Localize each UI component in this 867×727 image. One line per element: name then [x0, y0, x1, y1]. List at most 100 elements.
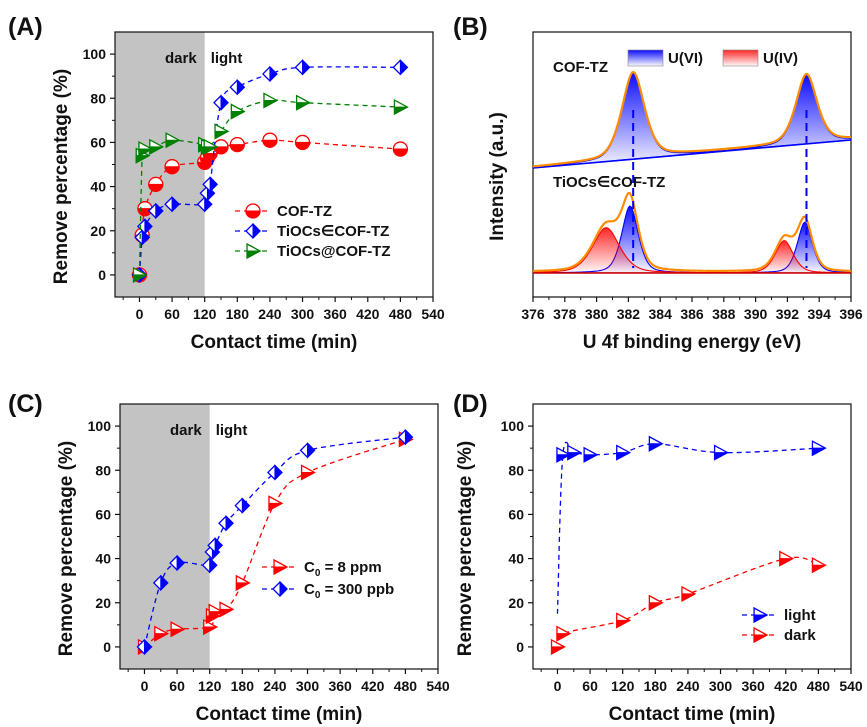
data-point: [294, 134, 311, 151]
data-point-fill: [296, 102, 310, 111]
data-point-fill: [295, 141, 311, 150]
data-point: [397, 428, 414, 446]
x-tick-label: 240: [263, 678, 287, 694]
data-point: [230, 103, 246, 120]
legend-marker: [272, 580, 288, 598]
x-tick-label: 60: [169, 678, 185, 694]
data-point: [164, 159, 180, 175]
x-tick-label: 300: [296, 678, 320, 694]
data-point-fill: [164, 166, 180, 175]
y-axis-title: Remove percentage (%): [51, 69, 72, 284]
data-point: [779, 550, 795, 567]
x-tick-label: 382: [617, 306, 641, 322]
x-tick-label: 240: [258, 306, 282, 322]
data-point-fill: [404, 428, 414, 446]
legend-label: COF-TZ: [277, 203, 332, 220]
panel-label: (C): [8, 390, 43, 418]
data-point: [202, 176, 219, 193]
data-point-fill: [393, 106, 408, 115]
data-point: [392, 141, 409, 157]
x-axis-title: U 4f binding energy (eV): [583, 332, 802, 353]
data-point: [263, 92, 279, 109]
y-tick-label: 0: [98, 267, 106, 283]
legend-marker: [246, 242, 262, 260]
x-tick-label: 120: [611, 678, 635, 694]
x-tick-label: 386: [680, 306, 704, 322]
data-point-fill: [213, 146, 229, 155]
data-point: [148, 176, 164, 193]
data-point-fill: [203, 626, 217, 635]
data-point-fill: [165, 139, 180, 149]
data-point: [152, 574, 169, 592]
data-point: [138, 140, 154, 158]
data-point-fill: [230, 111, 245, 120]
data-point-fill: [235, 582, 250, 591]
data-point-fill: [155, 202, 164, 220]
data-point: [134, 229, 151, 246]
legend-swatch: [627, 49, 664, 67]
data-point-fill: [138, 148, 153, 157]
data-point-fill: [209, 176, 218, 193]
data-point: [214, 123, 230, 140]
y-tick-label: 0: [103, 639, 111, 655]
data-point-fill: [170, 628, 185, 638]
data-point: [149, 138, 165, 155]
data-point: [295, 94, 311, 111]
x-tick-label: 540: [839, 678, 863, 694]
data-point-fill: [208, 611, 223, 620]
panel-b: (B) 376 378 380 382 384 386 388 390 392 394 396 U 4f…: [453, 13, 863, 353]
baseline: [532, 139, 852, 169]
data-point-fill: [135, 155, 150, 164]
data-point: [681, 585, 697, 603]
data-point-fill: [399, 59, 409, 76]
x-tick-label: 360: [328, 678, 352, 694]
sample-label: COF-TZ: [553, 59, 608, 76]
legend-marker-fill: [246, 250, 261, 259]
data-point-fill: [811, 564, 826, 574]
light-label: light: [211, 50, 243, 67]
legend-marker: [245, 203, 261, 219]
data-point-fill: [301, 471, 315, 481]
x-tick-label: 0: [136, 306, 144, 322]
data-point-fill: [209, 557, 218, 574]
dark-region: [115, 32, 205, 297]
data-point: [616, 612, 632, 629]
data-point: [132, 266, 148, 284]
envelope-curve: [532, 70, 852, 168]
y-tick-label: 40: [508, 551, 524, 567]
x-tick-label: 540: [421, 306, 445, 322]
data-point: [196, 196, 213, 213]
x-tick-label: 420: [356, 306, 380, 322]
series-line-1: [555, 556, 819, 648]
x-tick-label: 300: [709, 678, 733, 694]
peak-fill-uvi: [533, 73, 851, 168]
data-point-fill: [220, 94, 229, 111]
data-point: [648, 594, 664, 611]
y-tick-label: 0: [516, 639, 524, 655]
x-tick-label: 394: [808, 306, 832, 322]
y-tick-label: 100: [83, 46, 107, 62]
x-tick-label: 376: [521, 306, 545, 322]
panel-c: (C) dark light 0 60 120 180 240 300 360 420 480 540 0…: [8, 390, 450, 725]
x-tick-label: 380: [585, 306, 609, 322]
data-point: [268, 495, 284, 512]
y-tick-label: 20: [90, 223, 106, 239]
legend-marker: [753, 606, 769, 624]
data-point: [170, 621, 186, 638]
data-point-fill: [241, 497, 251, 514]
light-label: light: [216, 422, 248, 439]
legend-marker-fill: [273, 566, 288, 575]
data-point-fill: [160, 574, 169, 592]
y-axis-title: Remove percentage (%): [56, 441, 77, 656]
x-tick-label: 540: [426, 678, 450, 694]
data-point: [267, 464, 283, 481]
y-tick-label: 80: [508, 462, 524, 478]
data-point: [393, 98, 409, 116]
data-point: [235, 574, 251, 591]
legend-label-main: C: [304, 559, 315, 576]
x-axis-title: Contact time (min): [609, 704, 776, 725]
legend-marker-fill: [252, 222, 261, 240]
legend-marker-fill: [279, 580, 288, 598]
data-point: [294, 59, 311, 76]
